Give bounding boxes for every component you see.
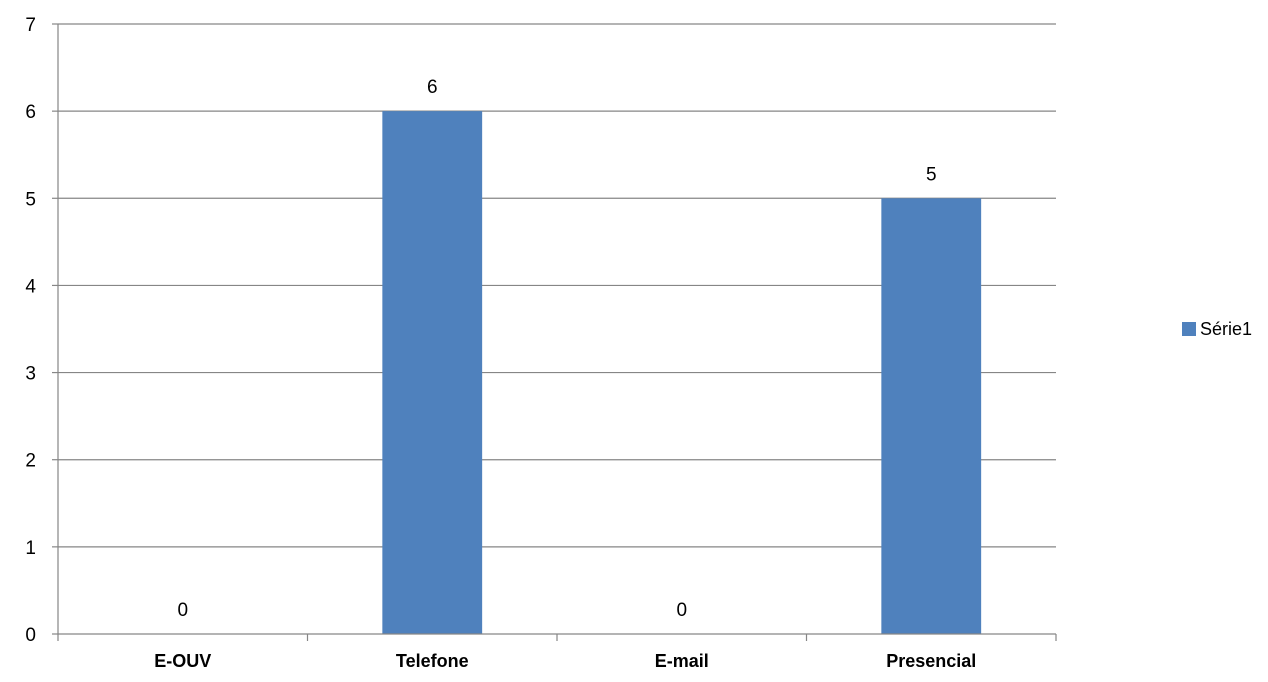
y-tick-label: 7 — [25, 15, 36, 36]
data-label: 0 — [676, 600, 687, 621]
legend-swatch — [1182, 322, 1196, 336]
data-label: 5 — [926, 164, 937, 185]
legend-label: Série1 — [1200, 319, 1252, 339]
y-tick-label: 6 — [25, 102, 36, 123]
bar-telefone — [382, 111, 483, 634]
y-axis-ticks: 0 1 2 3 4 5 6 7 — [25, 15, 58, 646]
bar-presencial — [881, 198, 982, 635]
legend: Série1 — [1182, 319, 1252, 339]
data-label: 0 — [177, 600, 188, 621]
y-tick-label: 3 — [25, 364, 36, 385]
x-tick-label: Telefone — [396, 651, 469, 671]
y-tick-label: 2 — [25, 451, 36, 472]
bars — [382, 111, 982, 635]
y-tick-label: 1 — [25, 538, 36, 559]
y-tick-label: 4 — [25, 276, 36, 297]
y-tick-label: 5 — [25, 189, 36, 210]
x-tick-label: Presencial — [886, 651, 976, 671]
data-labels: 0 6 0 5 — [177, 77, 936, 621]
x-axis-ticks: E-OUV Telefone E-mail Presencial — [57, 634, 1057, 671]
x-tick-label: E-OUV — [154, 651, 211, 671]
y-tick-label: 0 — [25, 625, 36, 646]
data-label: 6 — [427, 77, 438, 98]
x-tick-label: E-mail — [655, 651, 709, 671]
gridlines — [58, 23, 1056, 548]
